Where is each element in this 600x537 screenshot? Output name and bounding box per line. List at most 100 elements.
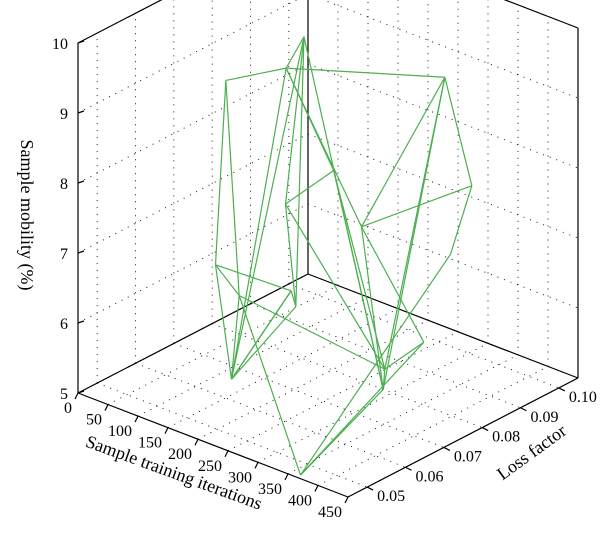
mesh-edge	[384, 341, 425, 370]
z-tick-label: 10	[52, 36, 68, 53]
x-tick-label: 250	[198, 458, 222, 475]
x-tick-label: 100	[108, 423, 132, 440]
mesh-edge	[295, 36, 305, 307]
y-axis-line	[347, 377, 579, 498]
mesh-edge	[225, 80, 240, 296]
mesh-edge	[300, 389, 384, 476]
mesh-edge	[285, 36, 305, 69]
floor-back-edge	[307, 273, 579, 379]
mesh-edge	[284, 36, 305, 205]
top-left-edge	[77, 0, 163, 44]
z-tick	[77, 390, 85, 394]
left-wall-grid-line	[77, 0, 298, 114]
x-tick-label: 200	[168, 446, 192, 463]
mesh-edge	[231, 306, 297, 380]
floor-grid-line	[257, 342, 489, 463]
mesh-edge	[382, 77, 446, 390]
x-tick-label: 450	[318, 504, 342, 521]
right-wall-grid-line	[504, 0, 579, 29]
floor-grid-line	[288, 283, 559, 389]
x-tick-label: 300	[228, 469, 252, 486]
top-back-edge	[503, 0, 579, 29]
x-tick-label: 350	[258, 481, 282, 498]
y-tick-label: 0.10	[569, 389, 597, 406]
z-tick-label: 6	[60, 316, 68, 333]
x-tick	[344, 496, 349, 504]
mesh-edge	[230, 36, 305, 380]
left-wall-grid-line	[77, 133, 309, 254]
x-tick	[74, 392, 79, 400]
left-wall-grid-line	[77, 203, 309, 324]
floor-grid-line	[227, 331, 459, 452]
mesh-edge	[214, 264, 233, 380]
mesh-edge	[300, 253, 451, 476]
x-tick	[194, 438, 199, 446]
mesh-edge	[238, 294, 386, 370]
z-axis-title: Sample mobility (%)	[16, 140, 37, 291]
floor-grid-line	[212, 323, 483, 429]
x-axis-line	[77, 392, 349, 498]
z-tick	[77, 40, 85, 44]
mesh-edge	[230, 295, 240, 380]
mesh-edge	[444, 77, 473, 186]
z-tick	[77, 110, 85, 114]
mesh-edge	[360, 226, 384, 390]
floor-grid-line	[107, 285, 339, 405]
z-tick	[77, 320, 85, 324]
z-tick	[77, 250, 85, 254]
y-tick	[558, 387, 566, 392]
x-tick	[314, 485, 319, 492]
z-tick-label: 5	[60, 386, 68, 403]
mesh-edge	[284, 203, 386, 370]
right-wall-grid-line	[307, 133, 579, 239]
x-tick	[164, 427, 169, 434]
mesh-edge	[360, 76, 446, 228]
right-wall-grid-line	[307, 203, 579, 309]
mesh-edge	[285, 170, 335, 205]
floor-grid-line	[173, 342, 444, 448]
mesh-edge	[333, 170, 384, 390]
x-tick	[104, 404, 109, 411]
mesh-edge	[214, 80, 227, 265]
y-tick	[520, 407, 527, 412]
x-tick-label: 400	[288, 492, 312, 509]
x-tick-label: 50	[86, 412, 102, 429]
tick-labels: 56789100501001502002503003504004500.050.…	[52, 36, 597, 521]
y-tick	[443, 446, 451, 451]
x-tick-label: 0	[64, 400, 72, 417]
mesh-edge	[286, 67, 445, 78]
mesh-edge	[285, 67, 363, 228]
y-tick	[366, 486, 374, 491]
mesh-edge	[230, 68, 287, 380]
y-tick-label: 0.08	[492, 429, 520, 446]
x-tick	[224, 450, 229, 458]
wireframe-mesh	[214, 36, 473, 476]
y-tick	[405, 466, 412, 471]
y-tick-label: 0.06	[416, 468, 444, 485]
mesh-edge	[231, 290, 292, 380]
x-tick	[134, 415, 139, 423]
y-tick-label: 0.05	[377, 488, 405, 505]
y-tick	[481, 427, 489, 432]
floor-grid-line	[287, 354, 519, 475]
mesh-edge	[449, 185, 473, 255]
left-wall-grid-line	[77, 63, 309, 184]
z-tick	[77, 180, 85, 184]
x-tick	[254, 462, 259, 469]
x-tick	[284, 473, 289, 481]
mesh-edge	[225, 67, 287, 82]
mesh-edge	[215, 264, 240, 296]
floor-grid-line	[137, 296, 369, 417]
floor-grid-line	[250, 303, 521, 409]
z-tick-label: 7	[60, 246, 68, 263]
mesh-edge	[360, 226, 425, 343]
z-tick-label: 8	[60, 176, 68, 193]
mesh-edge	[333, 170, 386, 370]
mesh-edge	[361, 185, 473, 228]
mesh-edge	[238, 295, 302, 476]
axes-layer	[74, 0, 579, 504]
x-tick-label: 150	[138, 435, 162, 452]
floor-left-edge	[77, 273, 309, 394]
y-tick-label: 0.07	[454, 448, 482, 465]
